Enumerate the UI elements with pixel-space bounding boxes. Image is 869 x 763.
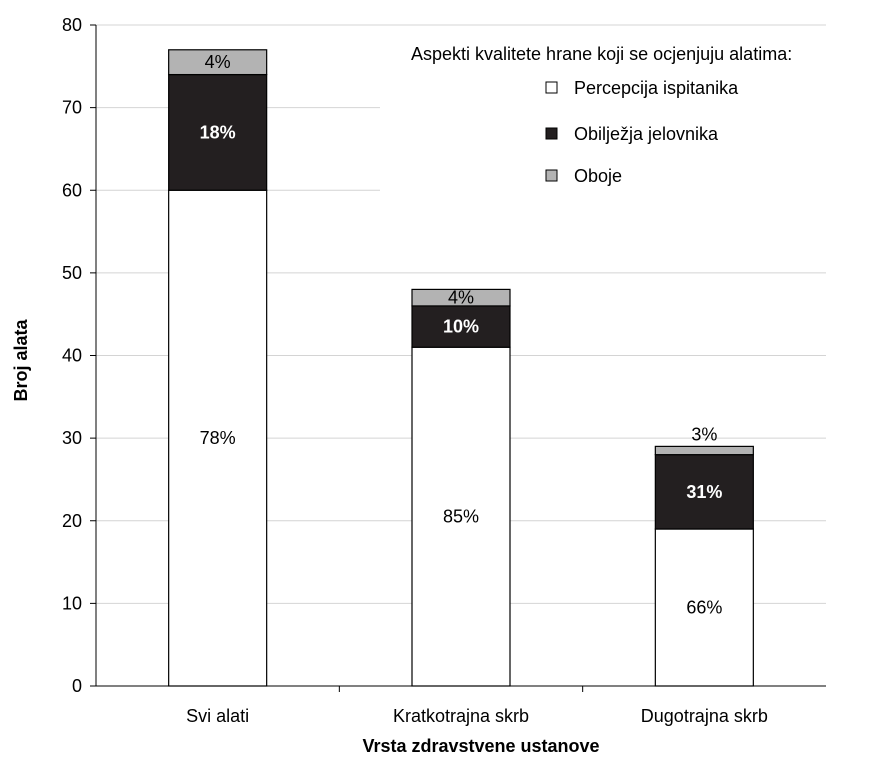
bar-segment: [654, 528, 754, 687]
y-tick-label: 60: [62, 180, 82, 200]
y-tick-label: 10: [62, 593, 82, 613]
x-tick-label: Dugotrajna skrb: [641, 706, 768, 726]
y-axis-title: Broj alata: [11, 318, 31, 401]
bar-segment: [411, 288, 511, 307]
legend-entry: Oboje: [574, 166, 622, 186]
bar-segment: [654, 445, 754, 456]
bar-data-label: 31%: [686, 482, 722, 502]
legend-title: Aspekti kvalitete hrane koji se ocjenjuj…: [411, 44, 792, 64]
legend-entry: Obilježja jelovnika: [574, 124, 719, 144]
x-tick-label: Kratkotrajna skrb: [393, 706, 529, 726]
y-tick-label: 40: [62, 346, 82, 366]
legend-background: [380, 32, 850, 202]
legend-swatch: [545, 81, 558, 94]
bar-data-label: 10%: [443, 317, 479, 337]
y-tick-label: 50: [62, 263, 82, 283]
bar-data-label: 78%: [200, 428, 236, 448]
legend-swatch: [545, 169, 558, 182]
y-tick-label: 30: [62, 428, 82, 448]
bar-data-label: 3%: [691, 424, 717, 444]
legend-entry: Percepcija ispitanika: [574, 78, 739, 98]
x-axis-title: Vrsta zdravstvene ustanove: [362, 736, 599, 756]
y-tick-label: 70: [62, 98, 82, 118]
bar-data-label: 4%: [448, 288, 474, 308]
bar-segment: [411, 305, 511, 348]
bar-data-label: 66%: [686, 598, 722, 618]
bar-data-label: 4%: [205, 52, 231, 72]
bar-segment: [654, 454, 754, 530]
y-tick-label: 0: [72, 676, 82, 696]
legend-swatch: [545, 127, 558, 140]
y-tick-label: 20: [62, 511, 82, 531]
y-tick-label: 80: [62, 15, 82, 35]
bar-segment: [168, 189, 268, 687]
bar-segment: [168, 49, 268, 76]
x-tick-label: Svi alati: [186, 706, 249, 726]
bar-segment: [168, 73, 268, 191]
bar-data-label: 85%: [443, 507, 479, 527]
bar-data-label: 18%: [200, 122, 236, 142]
